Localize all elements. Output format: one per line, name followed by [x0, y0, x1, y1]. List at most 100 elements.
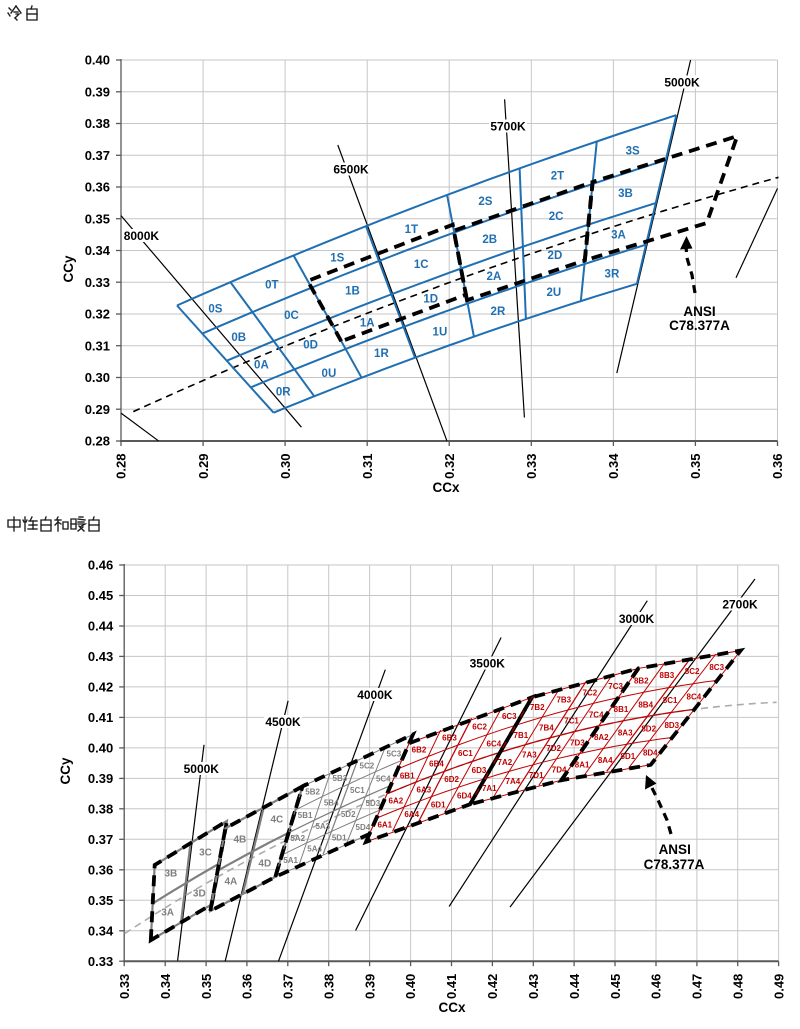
svg-text:7D1: 7D1	[529, 771, 544, 780]
svg-text:0.40: 0.40	[88, 741, 113, 756]
svg-text:0.33: 0.33	[85, 275, 110, 290]
svg-text:C78.377A: C78.377A	[644, 857, 705, 872]
svg-text:5D4: 5D4	[356, 823, 371, 832]
svg-text:2S: 2S	[478, 196, 492, 208]
svg-text:0.41: 0.41	[88, 710, 113, 725]
svg-text:6A2: 6A2	[389, 796, 404, 805]
svg-text:8A4: 8A4	[598, 756, 613, 765]
svg-text:0.45: 0.45	[88, 588, 113, 603]
svg-text:1C: 1C	[414, 259, 429, 271]
svg-text:0.29: 0.29	[85, 402, 110, 417]
svg-text:0.34: 0.34	[606, 453, 621, 479]
svg-text:8B3: 8B3	[660, 671, 675, 680]
svg-text:0.28: 0.28	[85, 434, 110, 449]
svg-text:0.46: 0.46	[649, 974, 664, 999]
svg-text:8A3: 8A3	[618, 729, 633, 738]
svg-text:8B1: 8B1	[614, 705, 629, 714]
svg-text:2U: 2U	[546, 287, 561, 299]
svg-text:4D: 4D	[258, 859, 271, 870]
svg-text:6D1: 6D1	[431, 801, 446, 810]
svg-text:5D2: 5D2	[341, 810, 356, 819]
svg-text:7A4: 7A4	[506, 777, 521, 786]
svg-text:0C: 0C	[284, 310, 299, 322]
svg-text:0.34: 0.34	[158, 973, 173, 999]
svg-text:6B2: 6B2	[412, 746, 427, 755]
svg-text:7C3: 7C3	[608, 682, 623, 691]
svg-text:0.46: 0.46	[88, 558, 113, 573]
svg-text:1A: 1A	[360, 317, 375, 329]
svg-text:3500K: 3500K	[470, 657, 506, 671]
svg-text:6D2: 6D2	[444, 775, 459, 784]
svg-text:6D3: 6D3	[472, 766, 487, 775]
svg-text:0.34: 0.34	[88, 924, 114, 939]
svg-text:7B1: 7B1	[514, 731, 529, 740]
svg-text:0.39: 0.39	[88, 771, 113, 786]
svg-text:5B4: 5B4	[324, 798, 339, 807]
svg-text:0.36: 0.36	[770, 454, 785, 479]
svg-text:0.36: 0.36	[240, 974, 255, 999]
svg-text:3B: 3B	[165, 869, 178, 880]
svg-text:0.35: 0.35	[688, 454, 703, 479]
svg-text:2D: 2D	[548, 250, 563, 262]
svg-text:5C2: 5C2	[360, 761, 375, 770]
svg-text:5B1: 5B1	[298, 811, 313, 820]
svg-text:7A1: 7A1	[482, 784, 497, 793]
svg-text:0.28: 0.28	[114, 454, 129, 479]
svg-text:5B2: 5B2	[305, 787, 320, 796]
svg-text:3B: 3B	[618, 188, 633, 200]
svg-text:0.44: 0.44	[88, 619, 114, 634]
svg-text:8C2: 8C2	[685, 667, 700, 676]
svg-text:0R: 0R	[276, 387, 291, 399]
svg-text:0.35: 0.35	[85, 211, 110, 226]
svg-text:ANSI: ANSI	[683, 304, 715, 319]
svg-text:6500K: 6500K	[333, 163, 369, 177]
svg-text:8C4: 8C4	[687, 693, 702, 702]
svg-text:4500K: 4500K	[265, 715, 301, 729]
svg-text:2A: 2A	[487, 271, 502, 283]
svg-text:1B: 1B	[345, 286, 360, 298]
svg-text:7A3: 7A3	[522, 751, 537, 760]
svg-text:5C4: 5C4	[376, 775, 391, 784]
svg-text:8D3: 8D3	[664, 721, 679, 730]
svg-text:CCx: CCx	[432, 480, 459, 495]
svg-text:0.42: 0.42	[88, 680, 113, 695]
svg-text:0S: 0S	[208, 304, 222, 316]
svg-text:0.49: 0.49	[771, 974, 786, 999]
svg-text:0.45: 0.45	[608, 974, 623, 999]
svg-text:0.37: 0.37	[281, 974, 296, 999]
svg-text:6A1: 6A1	[377, 821, 392, 830]
svg-text:3A: 3A	[161, 907, 174, 918]
svg-text:0.38: 0.38	[85, 116, 110, 131]
svg-text:5A3: 5A3	[315, 822, 330, 831]
svg-text:3C: 3C	[199, 848, 212, 859]
svg-text:3D: 3D	[193, 888, 206, 899]
svg-text:3R: 3R	[605, 269, 620, 281]
svg-text:7B3: 7B3	[556, 695, 571, 704]
svg-text:5A1: 5A1	[283, 856, 298, 865]
svg-text:4000K: 4000K	[357, 688, 393, 702]
svg-text:1T: 1T	[405, 224, 418, 236]
svg-text:8D1: 8D1	[621, 752, 636, 761]
svg-text:4A: 4A	[225, 877, 238, 888]
svg-text:7B2: 7B2	[530, 703, 545, 712]
svg-text:0.39: 0.39	[362, 974, 377, 999]
svg-text:7D4: 7D4	[552, 766, 567, 775]
svg-text:7C2: 7C2	[583, 688, 598, 697]
svg-text:7C1: 7C1	[564, 717, 579, 726]
svg-text:0.30: 0.30	[85, 370, 110, 385]
svg-text:7B4: 7B4	[539, 723, 554, 732]
svg-text:5C3: 5C3	[387, 749, 402, 758]
svg-text:0.40: 0.40	[403, 974, 418, 999]
svg-text:3A: 3A	[611, 229, 626, 241]
svg-text:5D1: 5D1	[332, 834, 347, 843]
svg-text:0T: 0T	[265, 280, 278, 292]
svg-text:0.31: 0.31	[85, 338, 110, 353]
svg-text:4B: 4B	[234, 834, 247, 845]
svg-text:0.41: 0.41	[444, 974, 459, 999]
svg-text:0.35: 0.35	[88, 893, 113, 908]
svg-text:0.43: 0.43	[526, 974, 541, 999]
svg-text:7C4: 7C4	[589, 711, 604, 720]
svg-text:5D3: 5D3	[366, 799, 381, 808]
svg-text:6B3: 6B3	[442, 734, 457, 743]
svg-text:0.38: 0.38	[321, 974, 336, 999]
